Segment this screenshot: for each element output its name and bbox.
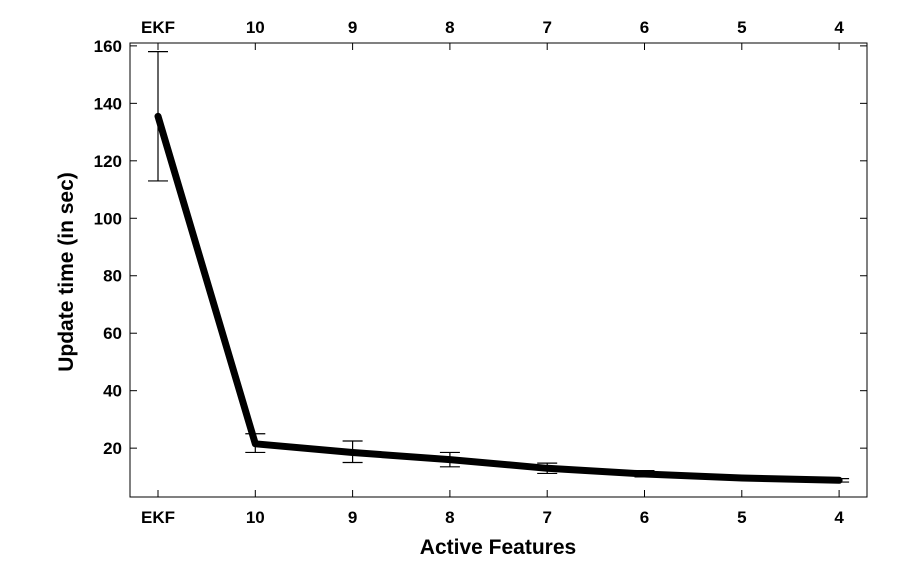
x-axis-title: Active Features [420,536,576,559]
error-bars [148,51,850,483]
y-tick-label: 80 [103,267,122,286]
x-axis-top: EKF 10 9 8 7 6 5 4 [141,18,844,50]
y-tick-label: 160 [94,37,122,56]
y-tick-label: 20 [103,439,122,458]
x-tick-label: 5 [737,508,746,527]
x-tick-label: 10 [246,508,265,527]
x-top-tick-label: 8 [445,18,454,37]
x-top-tick-label: 9 [348,18,357,37]
y-axis-title: Update time (in sec) [55,172,78,372]
y-tick-label: 120 [94,152,122,171]
x-top-tick-label: 4 [834,18,844,37]
x-axis-bottom: EKF 10 9 8 7 6 5 4 [141,490,844,527]
x-top-tick-label: 10 [246,18,265,37]
x-tick-label: 7 [542,508,551,527]
plot-frame [129,42,868,498]
x-top-tick-label: 6 [640,18,649,37]
x-tick-label: 4 [834,508,844,527]
x-tick-label: 9 [348,508,357,527]
x-tick-label: EKF [141,508,175,527]
y-tick-label: 60 [103,324,122,343]
series-line [154,112,843,484]
x-top-tick-label: 5 [737,18,746,37]
x-top-tick-label: EKF [141,18,175,37]
y-tick-label: 100 [94,209,122,228]
x-top-tick-label: 7 [542,18,551,37]
x-tick-label: 8 [445,508,454,527]
y-axis: 20 40 60 80 100 120 140 160 [94,37,867,458]
y-tick-label: 40 [103,382,122,401]
x-tick-label: 6 [640,508,649,527]
y-tick-label: 140 [94,94,122,113]
